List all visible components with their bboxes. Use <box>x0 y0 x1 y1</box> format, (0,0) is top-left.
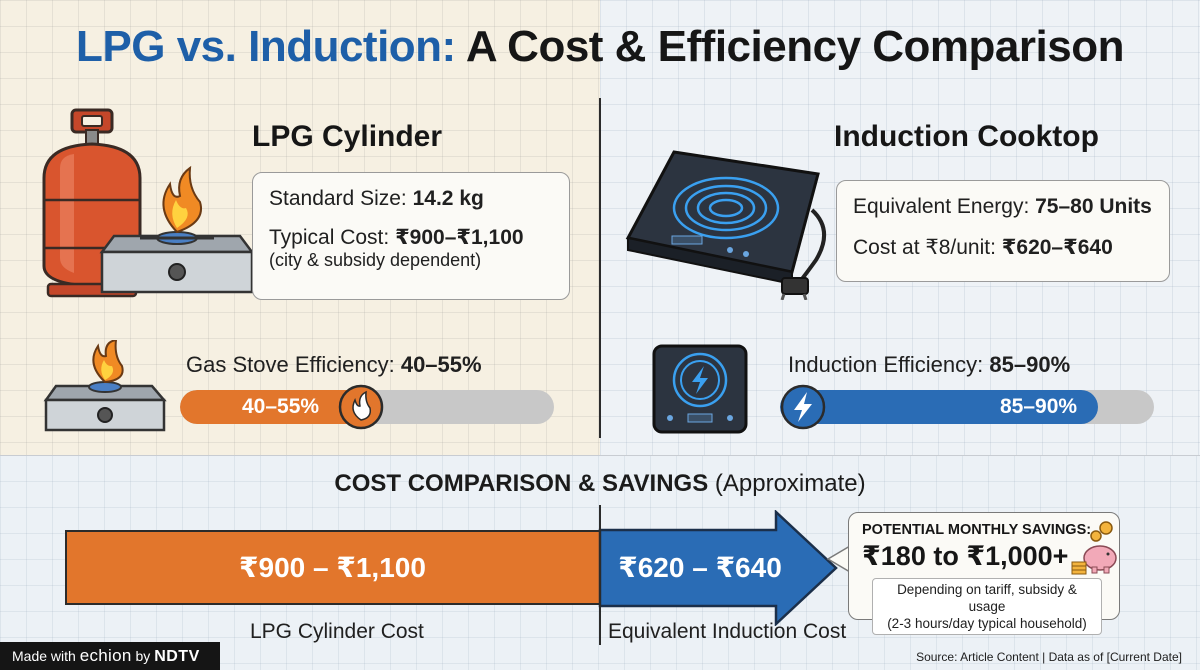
lpg-cost-note: (city & subsidy dependent) <box>269 250 482 270</box>
made-with-text: Made with <box>12 648 76 664</box>
lpg-cost-label: Typical Cost: <box>269 226 390 249</box>
savings-note-line1: Depending on tariff, subsidy & usage <box>897 582 1077 614</box>
gas-cylinder-icon <box>42 108 255 298</box>
induction-efficiency-track: 85–90% <box>780 390 1154 424</box>
horizontal-divider <box>0 455 1200 456</box>
page-title-part1: LPG vs. Induction: <box>76 22 456 71</box>
lpg-cost-bar-value: ₹900 – ₹1,100 <box>239 552 426 583</box>
induction-cooktop-small-icon <box>652 344 748 434</box>
gas-stove-flame-icon <box>43 340 167 432</box>
lpg-efficiency-label: Gas Stove Efficiency: 40–55% <box>186 352 482 378</box>
echion-logo: echion <box>79 646 132 665</box>
lpg-efficiency-value: 40–55% <box>400 352 482 377</box>
lpg-efficiency-bar-text: 40–55% <box>242 395 320 418</box>
page-title-part2: A Cost & Efficiency Comparison <box>465 22 1125 71</box>
lightning-bolt-icon <box>780 384 826 430</box>
flame-icon <box>338 384 384 430</box>
induction-cost-arrow <box>598 510 838 626</box>
induction-efficiency-value: 85–90% <box>989 352 1071 377</box>
induction-cost-caption: Equivalent Induction Cost <box>608 620 847 643</box>
by-text: by <box>135 648 151 664</box>
lpg-heading: LPG Cylinder <box>252 120 443 153</box>
induction-cooktop-icon <box>625 150 826 300</box>
lpg-cost-value: ₹900–₹1,100 <box>395 226 524 249</box>
savings-title: POTENTIAL MONTHLY SAVINGS: <box>862 522 1092 538</box>
induction-efficiency-fill <box>780 390 1098 424</box>
lpg-cost-line: Typical Cost: ₹900–₹1,100 <box>269 225 553 250</box>
source-note: Source: Article Content | Data as of [Cu… <box>916 650 1182 664</box>
induction-cost-bar-value: ₹620 – ₹640 <box>618 552 782 583</box>
induction-cost-label: Cost at ₹8/unit: <box>853 236 996 259</box>
ndtv-logo: NDTV <box>154 648 200 665</box>
induction-energy-line: Equivalent Energy: 75–80 Units <box>853 195 1153 219</box>
induction-energy-value: 75–80 Units <box>1035 195 1152 218</box>
savings-value: ₹180 to ₹1,000+ <box>862 541 1069 571</box>
made-with-badge[interactable]: Made with echion by NDTV <box>0 642 220 670</box>
piggy-bank-icon <box>1071 521 1117 575</box>
lpg-info-box: Standard Size: 14.2 kg Typical Cost: ₹90… <box>252 172 570 300</box>
induction-cost-line: Cost at ₹8/unit: ₹620–₹640 <box>853 235 1153 260</box>
induction-info-box: Equivalent Energy: 75–80 Units Cost at ₹… <box>836 180 1170 282</box>
savings-note: Depending on tariff, subsidy & usage (2-… <box>872 578 1102 635</box>
lpg-cost-bar <box>65 530 600 605</box>
lpg-size-label: Standard Size: <box>269 187 407 210</box>
lpg-size-value: 14.2 kg <box>412 187 484 210</box>
lpg-efficiency-label-text: Gas Stove Efficiency: <box>186 352 395 377</box>
comparison-divider <box>599 505 601 645</box>
comparison-heading-text: COST COMPARISON & SAVINGS <box>334 470 709 497</box>
lpg-cost-caption: LPG Cylinder Cost <box>250 620 424 643</box>
induction-heading: Induction Cooktop <box>834 120 1099 153</box>
savings-note-line2: (2-3 hours/day typical household) <box>887 616 1087 631</box>
induction-efficiency-label: Induction Efficiency: 85–90% <box>788 352 1070 378</box>
savings-callout-pointer <box>826 545 851 573</box>
comparison-heading: COST COMPARISON & SAVINGS (Approximate) <box>0 470 1200 498</box>
comparison-heading-note: (Approximate) <box>714 470 866 497</box>
induction-cost-value: ₹620–₹640 <box>1001 236 1113 259</box>
induction-efficiency-label-text: Induction Efficiency: <box>788 352 984 377</box>
lpg-efficiency-fill <box>180 390 367 424</box>
page-title: LPG vs. Induction: A Cost & Efficiency C… <box>0 22 1200 72</box>
panel-divider <box>599 98 601 438</box>
induction-efficiency-bar-text: 85–90% <box>1000 395 1078 418</box>
induction-energy-label: Equivalent Energy: <box>853 195 1030 218</box>
lpg-size-line: Standard Size: 14.2 kg <box>269 187 553 211</box>
